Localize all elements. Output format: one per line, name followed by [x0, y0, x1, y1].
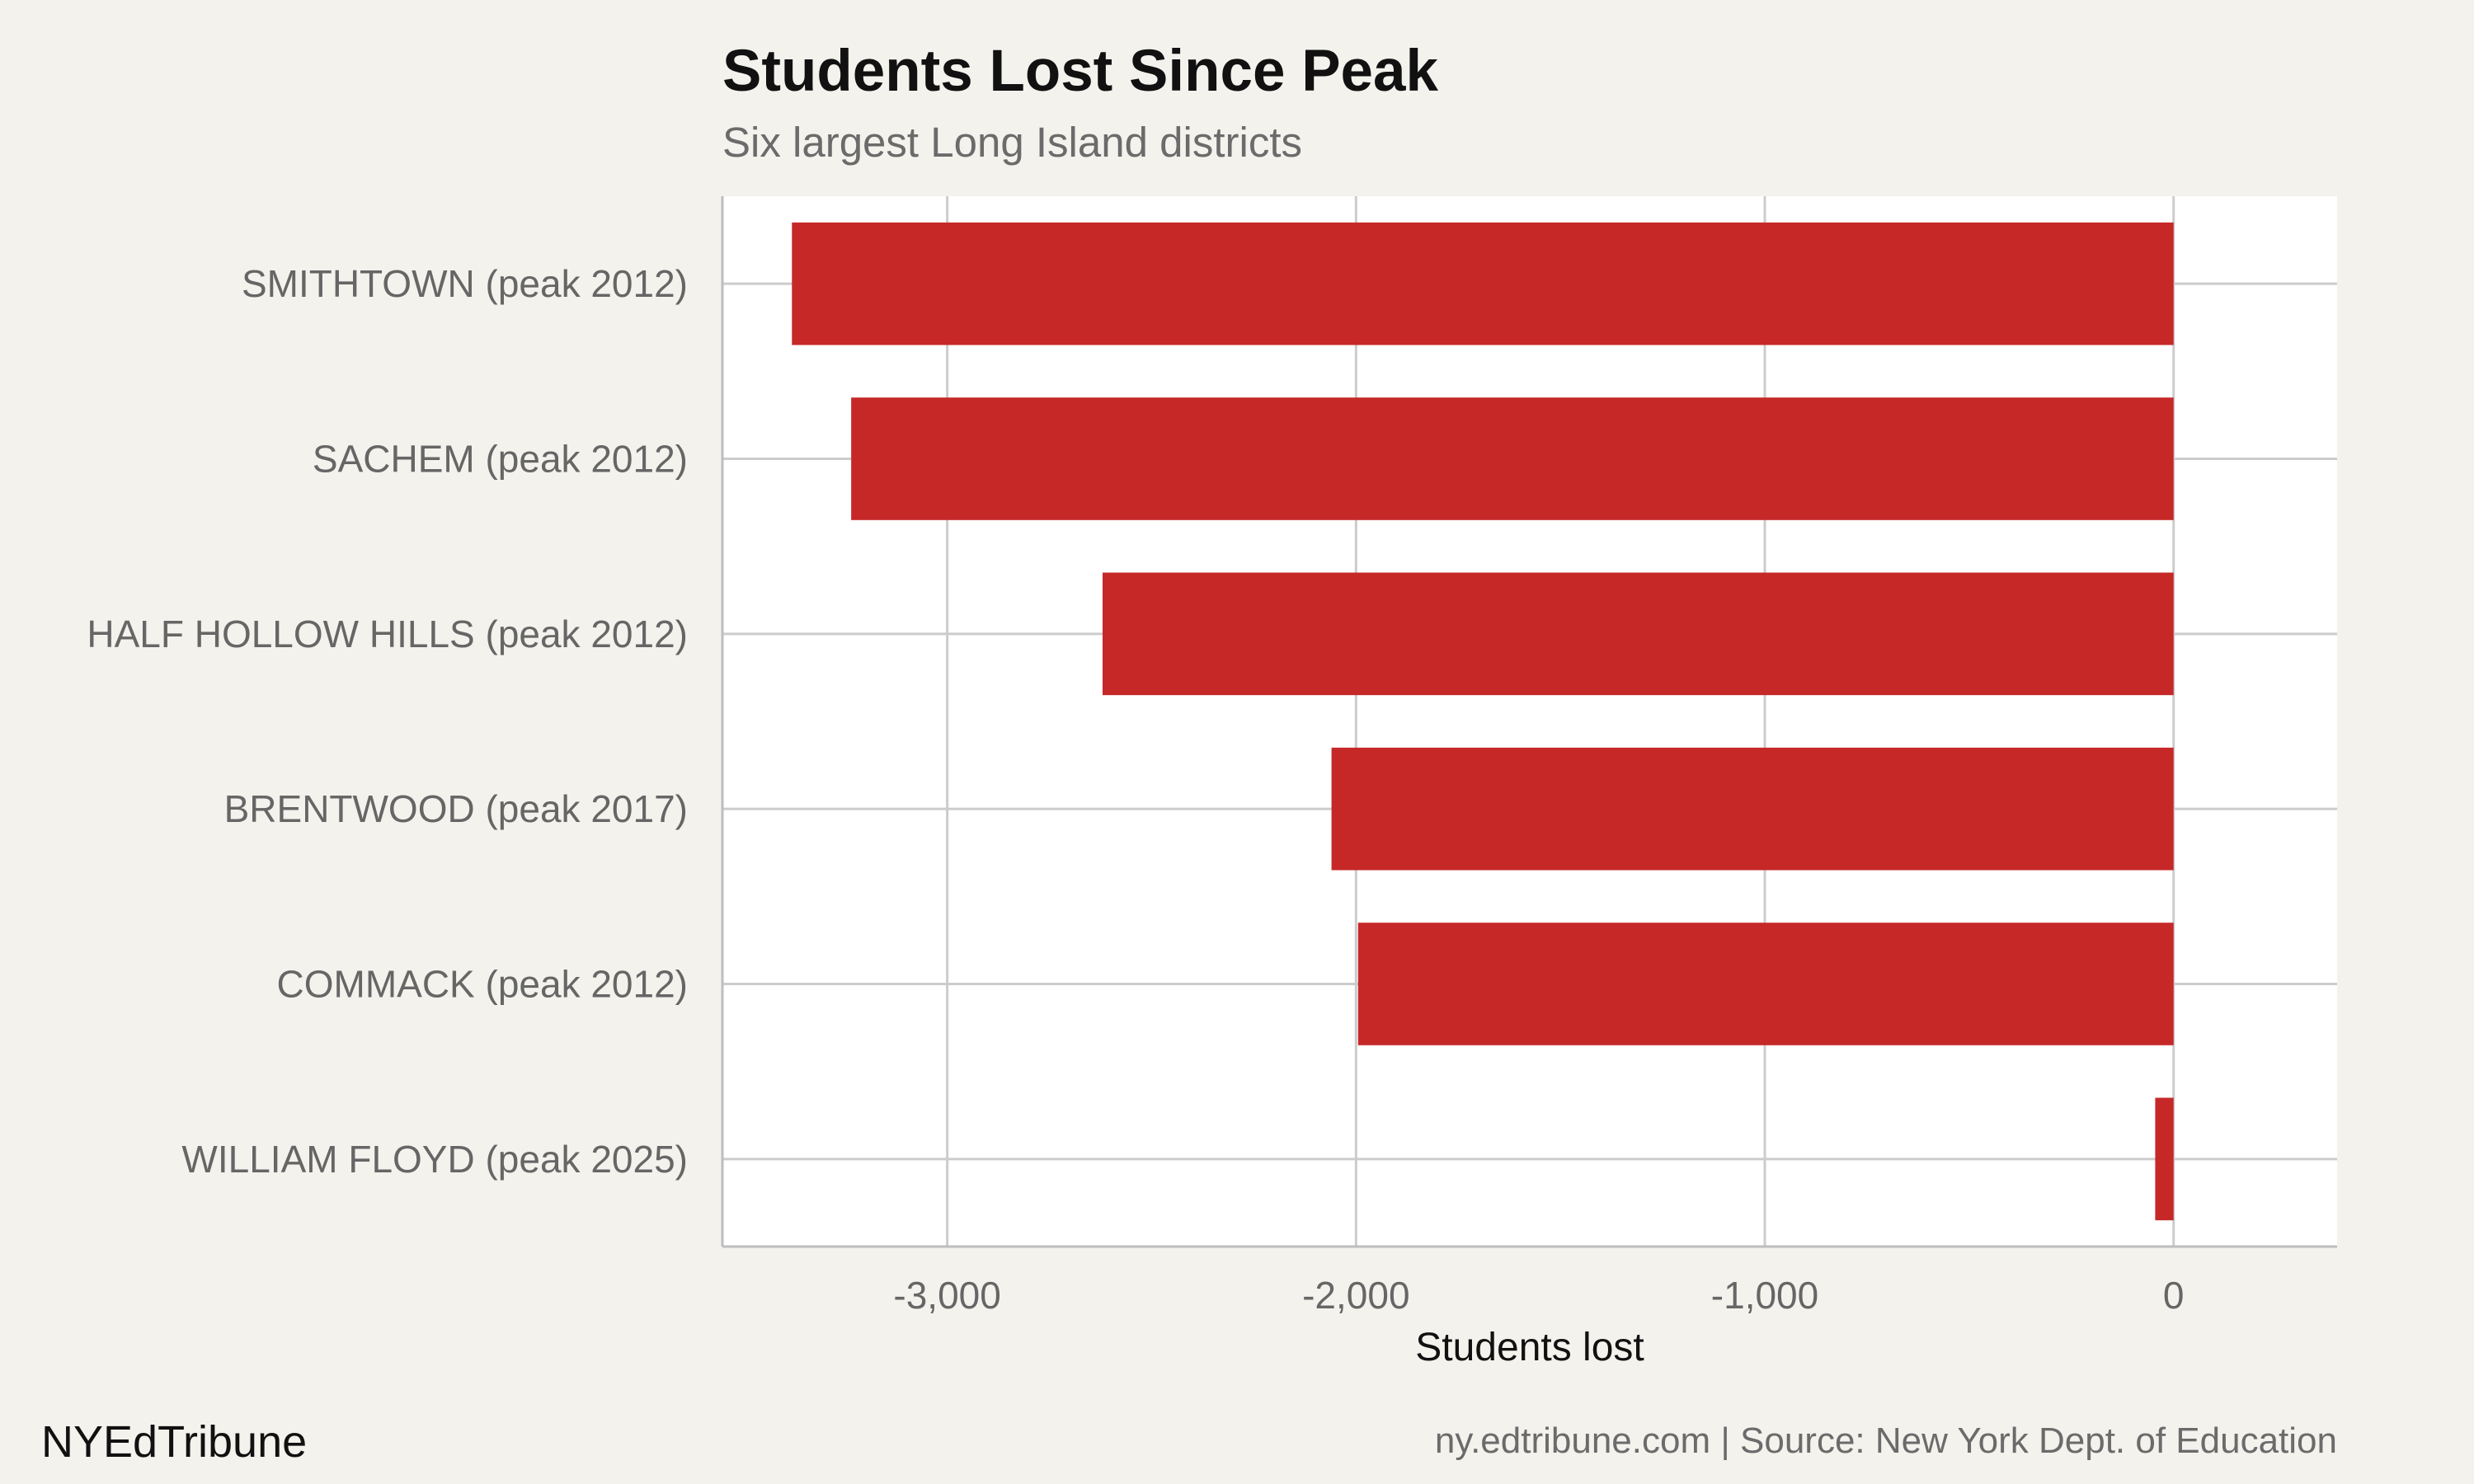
chart-title: Students Lost Since Peak: [722, 39, 1439, 104]
bar: [792, 222, 2174, 345]
category-label: WILLIAM FLOYD (peak 2025): [181, 1138, 688, 1181]
bar: [2155, 1097, 2174, 1221]
x-tick-label: 0: [2163, 1274, 2185, 1317]
x-tick-label: -2,000: [1302, 1274, 1409, 1317]
category-labels: SMITHTOWN (peak 2012) SACHEM (peak 2012) H…: [87, 262, 688, 1181]
x-tick-label: -1,000: [1711, 1274, 1818, 1317]
category-label: HALF HOLLOW HILLS (peak 2012): [87, 613, 688, 655]
bar: [851, 397, 2174, 520]
chart-subtitle: Six largest Long Island districts: [722, 119, 1302, 166]
category-label: COMMACK (peak 2012): [277, 963, 689, 1006]
x-tick-labels: -3,000 -2,000 -1,000 0: [893, 1274, 2184, 1317]
brand-logo-text: NYEdTribune: [41, 1417, 307, 1467]
source-credit: ny.edtribune.com | Source: New York Dept…: [1435, 1421, 2337, 1461]
plot-panel: [722, 196, 2337, 1247]
x-tick-label: -3,000: [893, 1274, 1000, 1317]
category-label: SACHEM (peak 2012): [313, 438, 688, 481]
category-label: BRENTWOOD (peak 2017): [224, 787, 688, 830]
x-axis-title: Students lost: [1415, 1326, 1644, 1369]
bar: [1331, 747, 2174, 871]
bar: [1357, 923, 2174, 1045]
bar-layer: [792, 222, 2174, 1221]
bar: [1102, 572, 2174, 696]
category-label: SMITHTOWN (peak 2012): [242, 262, 688, 305]
